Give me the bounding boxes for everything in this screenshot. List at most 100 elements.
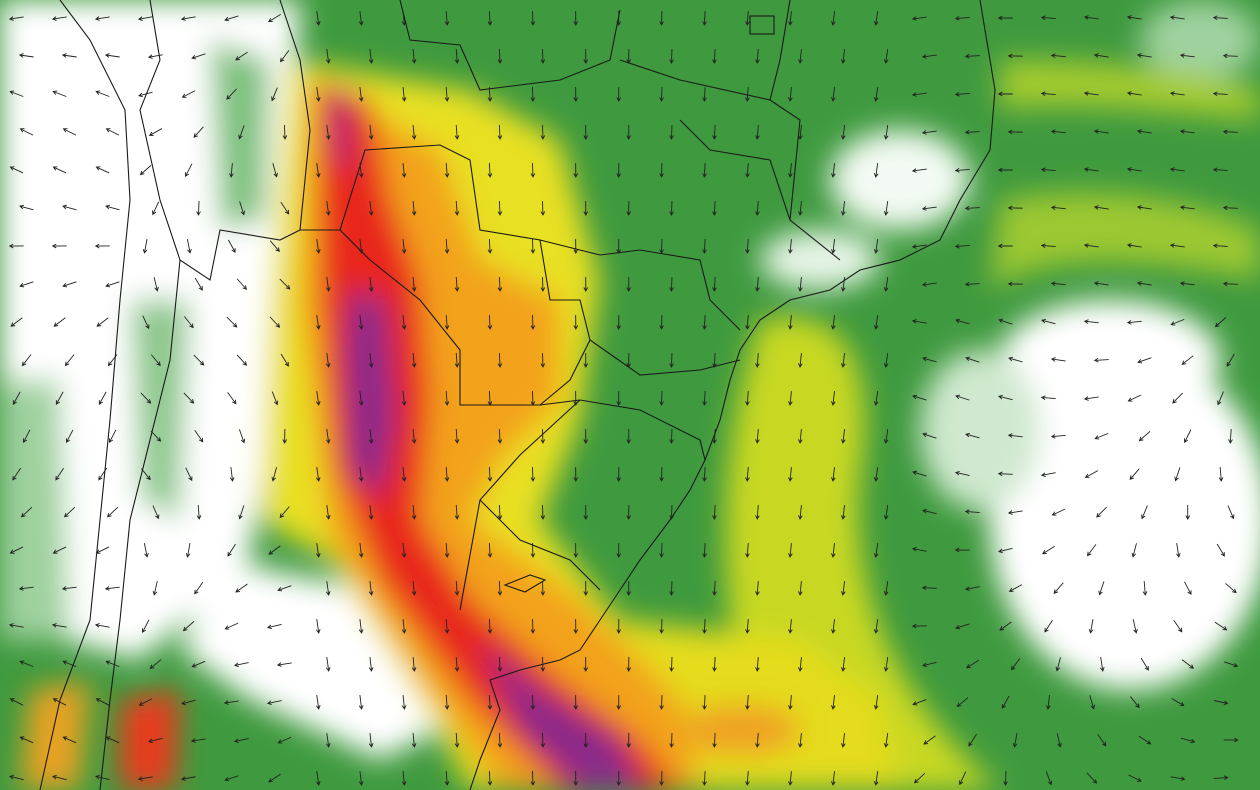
wind-arrow bbox=[1055, 657, 1061, 672]
wind-arrow bbox=[626, 732, 631, 748]
wind-arrow bbox=[229, 162, 234, 178]
wind-arrow bbox=[142, 239, 148, 254]
wind-arrow bbox=[1138, 431, 1151, 442]
wind-arrow bbox=[271, 87, 278, 102]
wind-arrow bbox=[487, 238, 493, 254]
wind-arrow bbox=[444, 162, 450, 178]
wind-arrow bbox=[583, 428, 589, 444]
lagoon bbox=[503, 574, 547, 593]
wind-arrow bbox=[840, 732, 846, 748]
wind-arrow bbox=[912, 470, 927, 477]
wind-arrow bbox=[497, 428, 503, 444]
wind-arrow bbox=[105, 281, 120, 288]
wind-arrow bbox=[1131, 543, 1137, 558]
wind-arrow bbox=[1226, 353, 1235, 367]
wind-arrow bbox=[147, 54, 163, 59]
wind-arrow bbox=[8, 623, 24, 628]
wind-arrow bbox=[1010, 658, 1021, 671]
wind-arrow bbox=[883, 49, 889, 64]
wind-arrow bbox=[530, 86, 536, 102]
wind-arrow bbox=[1096, 506, 1107, 518]
wind-arrow bbox=[444, 10, 450, 26]
wind-arrow bbox=[12, 391, 21, 405]
wind-arrow bbox=[444, 86, 450, 102]
wind-arrow bbox=[1184, 581, 1192, 596]
wind-arrow bbox=[315, 11, 321, 26]
wind-arrow bbox=[454, 428, 460, 444]
wind-arrow bbox=[712, 580, 717, 596]
wind-arrow bbox=[883, 581, 889, 596]
wind-arrow bbox=[798, 48, 803, 64]
wind-arrow bbox=[540, 428, 546, 444]
wind-arrow bbox=[883, 505, 889, 520]
wind-arrow bbox=[1141, 505, 1148, 520]
wind-arrow bbox=[702, 238, 707, 254]
wind-arrow bbox=[1126, 15, 1142, 20]
wind-arrow bbox=[745, 618, 750, 634]
wind-arrow bbox=[1184, 429, 1192, 444]
wind-arrow bbox=[191, 660, 206, 668]
wind-arrow bbox=[798, 580, 803, 596]
wind-arrow bbox=[788, 162, 793, 178]
wind-arrow bbox=[358, 238, 364, 254]
wind-arrow bbox=[1042, 545, 1055, 555]
wind-arrow bbox=[193, 354, 205, 366]
wind-arrow bbox=[911, 168, 927, 173]
wind-arrow bbox=[196, 200, 201, 216]
wind-arrow bbox=[1214, 317, 1227, 328]
wind-arrow bbox=[497, 732, 503, 748]
wind-arrow bbox=[269, 316, 281, 328]
wind-arrow bbox=[194, 582, 204, 595]
wind-arrow bbox=[583, 352, 589, 368]
wind-arrow bbox=[755, 504, 760, 520]
wind-arrow bbox=[497, 580, 503, 596]
wind-arrow bbox=[1050, 357, 1066, 362]
wind-arrow bbox=[831, 542, 836, 558]
wind-arrow bbox=[411, 428, 417, 444]
wind-arrow bbox=[268, 545, 281, 555]
wind-arrow bbox=[702, 618, 707, 634]
wind-arrow bbox=[184, 163, 193, 178]
wind-arrow bbox=[788, 314, 793, 330]
wind-arrow bbox=[269, 240, 280, 253]
wind-arrow bbox=[883, 125, 889, 140]
wind-arrow bbox=[954, 547, 970, 553]
wind-arrow bbox=[368, 48, 374, 64]
wind-arrow bbox=[1212, 91, 1228, 97]
wind-arrow bbox=[873, 391, 879, 406]
wind-arrow bbox=[964, 129, 980, 135]
wind-arrow bbox=[911, 16, 927, 21]
wind-arrow bbox=[279, 50, 290, 63]
wind-arrow bbox=[181, 90, 196, 98]
wind-arrow bbox=[745, 238, 750, 254]
wind-arrow bbox=[955, 394, 970, 401]
wind-arrow bbox=[9, 166, 24, 174]
wind-arrow bbox=[921, 54, 937, 59]
wind-arrow bbox=[1129, 468, 1140, 481]
wind-arrow bbox=[1046, 694, 1051, 710]
wind-arrow bbox=[150, 430, 162, 442]
wind-arrow bbox=[540, 580, 546, 596]
wind-arrow bbox=[626, 124, 631, 140]
wind-arrow bbox=[401, 466, 407, 482]
wind-arrow bbox=[411, 200, 417, 216]
wind-arrow bbox=[95, 546, 110, 554]
wind-arrow bbox=[315, 163, 321, 178]
wind-arrow bbox=[616, 314, 622, 330]
wind-arrow bbox=[1007, 433, 1023, 438]
wind-arrow bbox=[487, 86, 493, 102]
wind-arrow bbox=[883, 277, 889, 292]
wind-arrow bbox=[18, 586, 34, 591]
wind-arrow bbox=[616, 390, 622, 406]
wind-arrow bbox=[669, 504, 674, 520]
wind-arrow bbox=[659, 162, 664, 178]
wind-arrow bbox=[454, 504, 460, 520]
wind-arrow bbox=[745, 542, 750, 558]
wind-arrow bbox=[883, 733, 889, 748]
wind-arrow bbox=[315, 391, 321, 406]
wind-arrow bbox=[922, 356, 937, 363]
wind-arrow bbox=[1093, 53, 1109, 58]
wind-arrow bbox=[180, 776, 196, 781]
